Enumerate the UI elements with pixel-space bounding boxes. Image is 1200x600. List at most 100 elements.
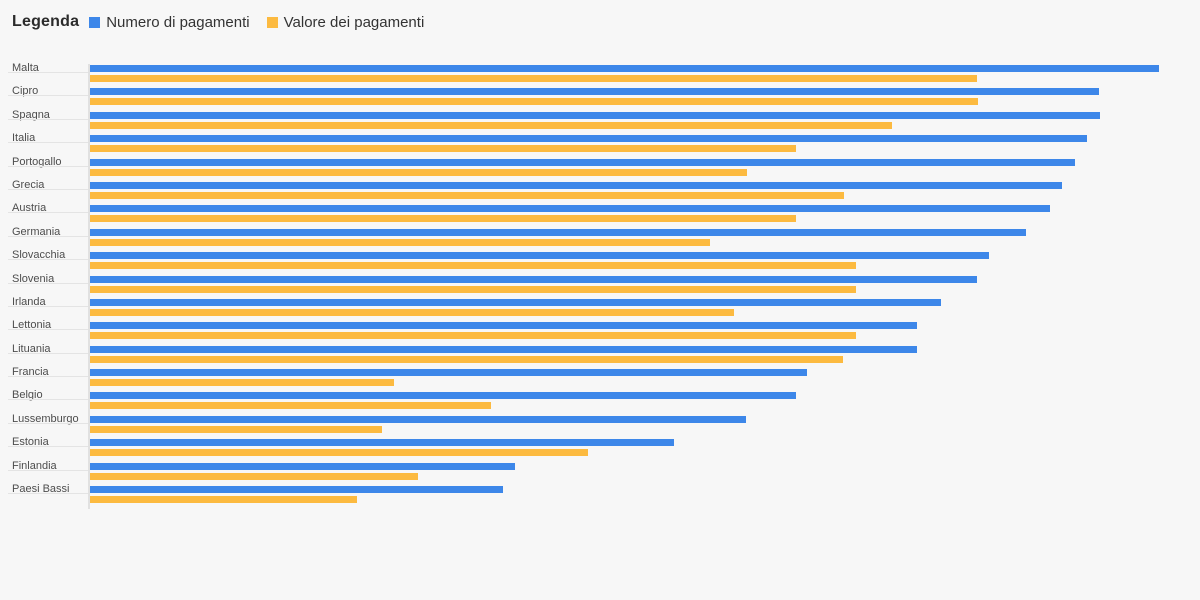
- bar-chart: Malta Cipro Spagna Italia Portogallo Gre…: [0, 62, 1200, 510]
- y-axis-line: [88, 64, 90, 510]
- country-label: Slovenia: [12, 272, 55, 285]
- numero-bar[interactable]: [90, 111, 1100, 119]
- numero-bar[interactable]: [90, 181, 1062, 189]
- valore-swatch-icon: [266, 16, 278, 28]
- label-underline: [8, 305, 88, 307]
- label-underline: [8, 95, 88, 97]
- valore-bar[interactable]: [90, 262, 856, 270]
- country-label: Portogallo: [12, 155, 62, 168]
- legend-item-valore[interactable]: Valore dei pagamenti: [266, 13, 425, 31]
- label-underline: [8, 142, 88, 144]
- valore-bar[interactable]: [90, 168, 747, 176]
- numero-bar[interactable]: [90, 135, 1087, 143]
- label-underline: [8, 259, 88, 261]
- numero-bar[interactable]: [90, 158, 1075, 166]
- chart-row: Austria: [0, 202, 1200, 228]
- chart-row: Irlanda: [0, 295, 1200, 322]
- numero-bar[interactable]: [90, 252, 989, 260]
- valore-bar[interactable]: [90, 215, 796, 223]
- label-underline: [8, 188, 88, 190]
- legend-item-numero-label: Numero di pagamenti: [106, 13, 250, 31]
- country-label: Finlandia: [12, 459, 57, 472]
- valore-bar[interactable]: [90, 75, 977, 82]
- chart-rows: Malta Cipro Spagna Italia Portogallo Gre…: [0, 62, 1200, 509]
- chart-row: Cipro: [0, 85, 1200, 111]
- chart-row: Paesi Bassi: [0, 484, 1200, 509]
- label-underline: [8, 165, 88, 167]
- numero-bar[interactable]: [90, 88, 1099, 96]
- valore-bar[interactable]: [90, 332, 856, 340]
- chart-row: Italia: [0, 132, 1200, 158]
- label-underline: [8, 118, 88, 120]
- chart-row: Lettonia: [0, 319, 1200, 345]
- label-underline: [8, 399, 88, 401]
- country-label: Belgio: [12, 389, 43, 402]
- chart-row: Malta: [0, 62, 1200, 88]
- country-label: Grecia: [12, 178, 45, 191]
- country-label: Malta: [12, 62, 39, 74]
- chart-row: Belgio: [0, 389, 1200, 415]
- valore-bar[interactable]: [90, 285, 856, 293]
- legend-item-valore-label: Valore dei pagamenti: [283, 13, 425, 31]
- valore-bar[interactable]: [90, 191, 844, 199]
- chart-row: Lituania: [0, 343, 1200, 369]
- country-label: Francia: [12, 366, 49, 379]
- chart-row: Spagna: [0, 108, 1200, 135]
- numero-bar[interactable]: [90, 486, 503, 494]
- country-label: Germania: [12, 225, 61, 238]
- label-underline: [8, 446, 88, 448]
- label-underline: [8, 72, 88, 73]
- valore-bar[interactable]: [90, 308, 734, 316]
- country-label: Cipro: [12, 85, 39, 98]
- valore-bar[interactable]: [90, 238, 710, 246]
- numero-bar[interactable]: [90, 322, 917, 330]
- numero-bar[interactable]: [90, 298, 941, 306]
- chart-row: Grecia: [0, 178, 1200, 205]
- numero-swatch-icon: [89, 16, 101, 28]
- label-underline: [8, 212, 88, 214]
- chart-row: Lussemburgo: [0, 412, 1200, 439]
- country-label: Spagna: [12, 108, 50, 121]
- label-underline: [8, 422, 88, 424]
- numero-bar[interactable]: [90, 415, 746, 423]
- country-label: Lussemburgo: [12, 412, 79, 425]
- country-label: Slovacchia: [12, 249, 66, 262]
- numero-bar[interactable]: [90, 369, 807, 377]
- country-label: Lettonia: [12, 319, 52, 332]
- valore-bar[interactable]: [90, 355, 843, 363]
- country-label: Irlanda: [12, 295, 46, 308]
- valore-bar[interactable]: [90, 379, 394, 387]
- chart-row: Slovacchia: [0, 249, 1200, 275]
- valore-bar[interactable]: [90, 496, 357, 504]
- valore-bar[interactable]: [90, 472, 418, 480]
- valore-bar[interactable]: [90, 425, 382, 433]
- legend: Legenda Numero di pagamenti Valore dei p…: [12, 13, 441, 31]
- numero-bar[interactable]: [90, 65, 1159, 72]
- chart-row: Germania: [0, 225, 1200, 252]
- chart-row: Slovenia: [0, 272, 1200, 299]
- country-label: Austria: [12, 202, 47, 215]
- label-underline: [8, 235, 88, 237]
- numero-bar[interactable]: [90, 205, 1050, 213]
- valore-bar[interactable]: [90, 145, 796, 153]
- numero-bar[interactable]: [90, 439, 674, 447]
- label-underline: [8, 352, 88, 354]
- numero-bar[interactable]: [90, 392, 796, 400]
- valore-bar[interactable]: [90, 121, 892, 129]
- label-underline: [8, 282, 88, 284]
- numero-bar[interactable]: [90, 275, 977, 283]
- chart-row: Portogallo: [0, 155, 1200, 182]
- valore-bar[interactable]: [90, 402, 491, 410]
- valore-bar[interactable]: [90, 449, 588, 457]
- valore-bar[interactable]: [90, 98, 978, 106]
- numero-bar[interactable]: [90, 345, 917, 353]
- label-underline: [8, 469, 88, 471]
- legend-item-numero[interactable]: Numero di pagamenti: [89, 13, 250, 31]
- country-label: Italia: [12, 132, 36, 145]
- numero-bar[interactable]: [90, 228, 1026, 236]
- label-underline: [8, 329, 88, 331]
- numero-bar[interactable]: [90, 462, 515, 470]
- chart-row: Estonia: [0, 437, 1200, 462]
- chart-row: Francia: [0, 366, 1200, 392]
- chart-row: Finlandia: [0, 459, 1200, 486]
